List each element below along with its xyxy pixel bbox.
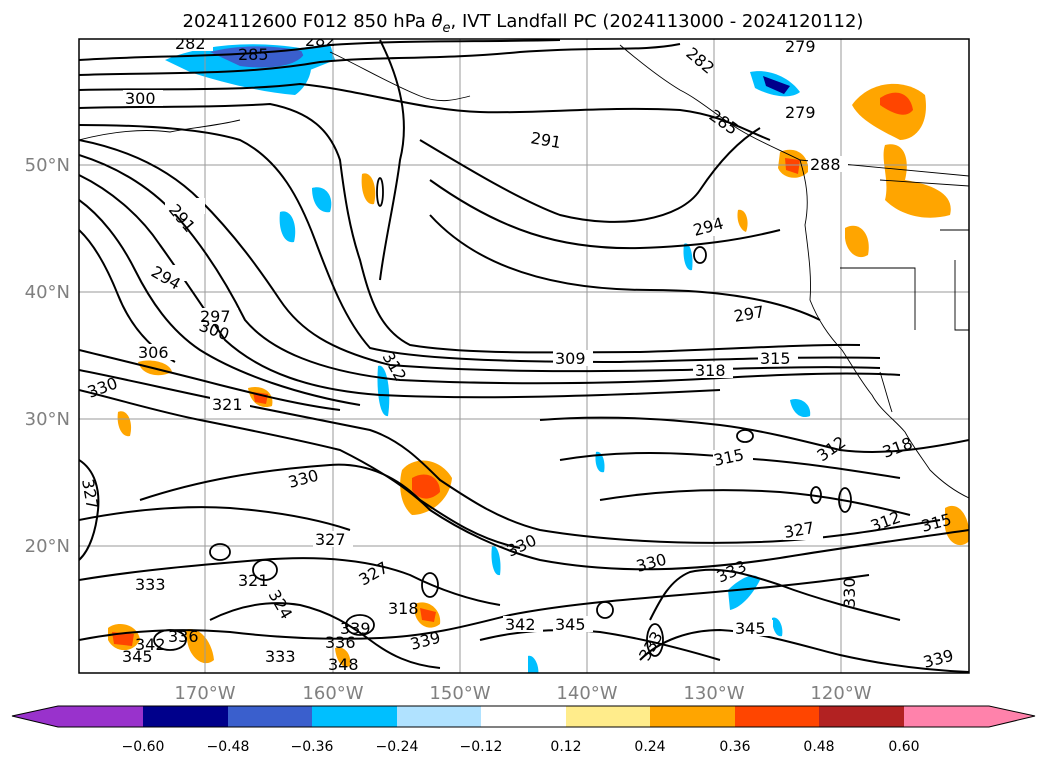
contour-label: 300 [125, 89, 156, 108]
colorbar-tick-label: −0.60 [122, 739, 165, 755]
colorbar-swatch [58, 706, 143, 727]
contour-label: 333 [265, 647, 296, 666]
shade-navy-1 [763, 76, 790, 94]
colorbar-ticks: −0.60 −0.48 −0.36 −0.24 −0.12 0.12 0.24 … [122, 739, 920, 755]
contour-label: 288 [810, 155, 841, 174]
shade-orange-11 [185, 629, 214, 664]
shade-blue-8 [790, 398, 811, 418]
contour-label: 333 [135, 575, 166, 594]
colorbar-tick-label: −0.36 [291, 739, 334, 755]
contour-label: 318 [695, 361, 726, 380]
contour-label: 282 [175, 34, 206, 53]
map-frame [78, 38, 970, 674]
colorbar-swatch [481, 706, 566, 727]
lon-label: 160°W [302, 683, 363, 704]
colorbar-tick-label: 0.24 [634, 739, 665, 755]
lon-label: 150°W [429, 683, 490, 704]
shade-orange-5 [361, 173, 376, 205]
map-background [79, 39, 969, 673]
contour-label: 309 [555, 349, 586, 368]
shade-red-6 [420, 608, 436, 622]
colorbar-swatch [143, 706, 228, 727]
contour-label: 279 [785, 37, 816, 56]
shade-blue-14 [772, 617, 783, 637]
theta-e-contours [79, 39, 969, 673]
colorbar-swatch [312, 706, 397, 727]
lon-label: 140°W [556, 683, 617, 704]
shade-orange-15 [737, 209, 748, 232]
colorbar-tick-label: 0.12 [550, 739, 581, 755]
colorbar-tick-label: 0.60 [888, 739, 919, 755]
colorbar-swatch [735, 706, 819, 727]
colorbar-tick-label: −0.24 [376, 739, 419, 755]
shade-blue-5 [312, 187, 332, 213]
contour-label: 327 [78, 477, 102, 510]
contour-label: 318 [388, 599, 419, 618]
shade-orange-2 [883, 144, 951, 218]
shade-orange-13 [335, 647, 351, 667]
contour-label: 285 [238, 45, 269, 64]
contour-label: 345 [735, 619, 766, 638]
contour-label: 336 [325, 633, 356, 652]
shade-blue-12 [595, 451, 605, 473]
contour-label: 342 [135, 635, 166, 654]
shade-red-5 [112, 632, 134, 646]
contour-label: 321 [212, 395, 243, 414]
lon-label: 120°W [810, 683, 871, 704]
shade-orange-14 [945, 506, 969, 546]
contour-label: 282 [305, 31, 336, 50]
contour-label: 342 [505, 615, 536, 634]
map-panel: 282 285 282 279 300 282 279 291 288 285 … [78, 31, 970, 674]
shade-blue-6 [279, 211, 296, 243]
contour-label: 321 [238, 571, 269, 590]
lon-label: 170°W [174, 683, 235, 704]
contour-label: 306 [138, 343, 169, 362]
closed-contours [153, 177, 852, 657]
contour-label: 330 [840, 577, 859, 608]
colorbar-tick-label: −0.48 [207, 739, 250, 755]
colorbar-swatch [566, 706, 650, 727]
colorbar-extend-high [989, 706, 1035, 727]
contour-label: 336 [168, 627, 199, 646]
shade-red-2 [785, 158, 800, 174]
colorbar-tick-label: 0.48 [803, 739, 834, 755]
contour-label: 315 [760, 349, 791, 368]
contour-label: 297 [200, 307, 231, 326]
colorbar-swatch [819, 706, 904, 727]
lat-labels: 20°N 30°N 40°N 50°N [25, 155, 70, 557]
plot-title: 2024112600 F012 850 hPa θe, IVT Landfall… [183, 11, 864, 36]
shade-blue-11 [528, 655, 539, 673]
shade-blue-10 [491, 545, 501, 576]
shade-blue-13 [683, 243, 693, 271]
contour-label: 345 [122, 647, 153, 666]
shade-orange-9 [117, 411, 132, 437]
contour-label: 348 [328, 655, 359, 674]
colorbar-extend-low [12, 706, 58, 727]
shade-blue-9 [728, 575, 760, 610]
colorbar-swatch [228, 706, 312, 727]
lat-label: 40°N [25, 282, 70, 303]
lat-label: 50°N [25, 155, 70, 176]
shade-red-3 [412, 474, 440, 499]
colorbar-tick-label: 0.36 [719, 739, 750, 755]
coastlines [79, 44, 969, 499]
colorbar-swatch [397, 706, 481, 727]
shade-red-1 [880, 92, 913, 115]
lon-label: 130°W [683, 683, 744, 704]
contour-label: 345 [555, 615, 586, 634]
contour-label: 339 [340, 619, 371, 638]
lat-label: 20°N [25, 536, 70, 557]
contour-label: 279 [785, 103, 816, 122]
colorbar-swatch [904, 706, 989, 727]
lon-labels: 170°W 160°W 150°W 140°W 130°W 120°W [174, 683, 871, 704]
shade-orange-4 [845, 225, 869, 258]
colorbar: −0.60 −0.48 −0.36 −0.24 −0.12 0.12 0.24 … [11, 705, 1036, 755]
colorbar-outline [11, 705, 1036, 728]
colorbar-swatch [650, 706, 735, 727]
colorbar-tick-label: −0.12 [460, 739, 503, 755]
contour-label: 327 [315, 530, 346, 549]
lat-label: 30°N [25, 409, 70, 430]
